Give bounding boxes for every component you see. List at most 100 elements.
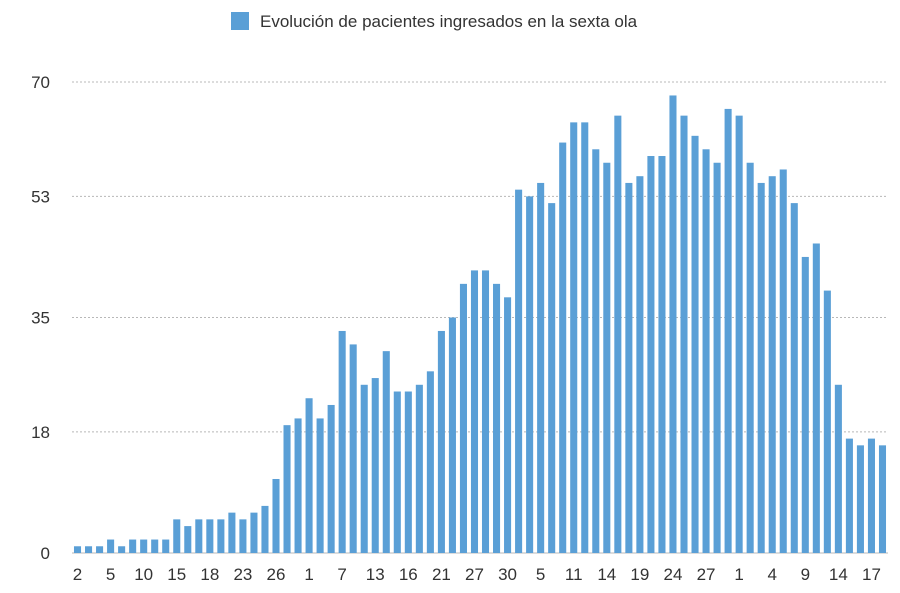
x-tick-label: 26 (267, 565, 286, 584)
y-tick-label: 53 (31, 187, 50, 206)
y-axis-tick-labels: 0 18 35 53 70 (31, 73, 50, 563)
bar (151, 539, 159, 553)
x-tick-label: 14 (597, 565, 616, 584)
bar (470, 270, 479, 553)
bar (812, 243, 820, 554)
bar (261, 505, 269, 553)
x-tick-label: 16 (399, 565, 418, 584)
bar (801, 256, 809, 553)
bar (360, 384, 368, 553)
bar (614, 115, 622, 553)
bar (834, 384, 842, 553)
bar (581, 122, 589, 554)
x-tick-label: 30 (498, 565, 517, 584)
bar (393, 391, 401, 553)
bar (437, 330, 445, 553)
x-tick-label: 23 (233, 565, 252, 584)
bar (504, 297, 512, 553)
x-tick-label: 4 (767, 565, 776, 584)
x-tick-label: 5 (106, 565, 115, 584)
bar (206, 519, 214, 553)
bar (173, 519, 181, 553)
bar (757, 182, 765, 553)
bar (382, 351, 390, 553)
x-tick-label: 10 (134, 565, 153, 584)
bar (823, 290, 831, 553)
bar (691, 135, 699, 553)
legend: Evolución de pacientes ingresados en la … (231, 12, 638, 31)
bar (96, 546, 104, 553)
bar (526, 196, 534, 553)
bar (878, 445, 887, 553)
bar (250, 512, 258, 553)
x-axis-tick-labels: 2 5 10 15 18 23 26 1 7 13 16 21 27 30 5 11 14 19 24 27 1 4 9 14… (73, 565, 881, 584)
bar (680, 115, 688, 553)
bar (790, 203, 798, 554)
bar (349, 344, 357, 553)
bar (515, 189, 523, 553)
y-tick-label: 70 (31, 73, 50, 92)
bar (548, 203, 556, 554)
bar (338, 330, 346, 553)
bar (294, 418, 302, 553)
bar (768, 176, 776, 553)
x-tick-label: 7 (337, 565, 346, 584)
x-tick-label: 19 (630, 565, 649, 584)
bar (735, 115, 743, 553)
x-tick-label: 14 (829, 565, 848, 584)
bar (537, 182, 545, 553)
bar (129, 539, 137, 553)
bar (85, 546, 93, 553)
bar (724, 108, 732, 553)
bar (272, 478, 280, 553)
bar (603, 162, 611, 554)
bar (118, 546, 126, 553)
x-tick-label: 17 (862, 565, 881, 584)
bar (283, 425, 291, 553)
bar (845, 438, 853, 553)
bar (746, 162, 754, 554)
bar (184, 526, 192, 553)
bar (426, 371, 434, 553)
x-tick-label: 1 (734, 565, 743, 584)
x-tick-label: 15 (167, 565, 186, 584)
bar (625, 182, 633, 553)
bar (140, 539, 148, 553)
x-tick-label: 27 (697, 565, 716, 584)
bar (647, 156, 655, 553)
bar (669, 95, 677, 554)
bar (162, 539, 170, 553)
bar (570, 122, 578, 554)
x-tick-label: 11 (565, 565, 583, 584)
y-tick-label: 18 (31, 423, 50, 442)
bar (702, 149, 710, 554)
bar (658, 156, 666, 553)
y-tick-label: 0 (41, 544, 50, 563)
bar (493, 283, 501, 553)
bar (592, 149, 600, 554)
bar (867, 438, 875, 553)
x-tick-label: 27 (465, 565, 484, 584)
bar (217, 519, 225, 553)
bar (305, 398, 313, 553)
x-tick-label: 18 (200, 565, 219, 584)
x-tick-label: 1 (304, 565, 313, 584)
bar (327, 404, 335, 553)
bar (713, 162, 721, 554)
x-tick-label: 2 (73, 565, 82, 584)
x-tick-label: 21 (432, 565, 451, 584)
bar (415, 384, 423, 553)
legend-swatch (231, 12, 249, 30)
x-tick-label: 24 (664, 565, 683, 584)
bar (195, 519, 203, 553)
legend-label: Evolución de pacientes ingresados en la … (260, 12, 638, 31)
bar (856, 445, 864, 553)
x-tick-label: 5 (536, 565, 545, 584)
bar (779, 169, 787, 553)
bar (239, 519, 247, 553)
bar (636, 176, 644, 553)
bar (107, 539, 115, 553)
bar (481, 270, 490, 553)
bar (228, 512, 236, 553)
